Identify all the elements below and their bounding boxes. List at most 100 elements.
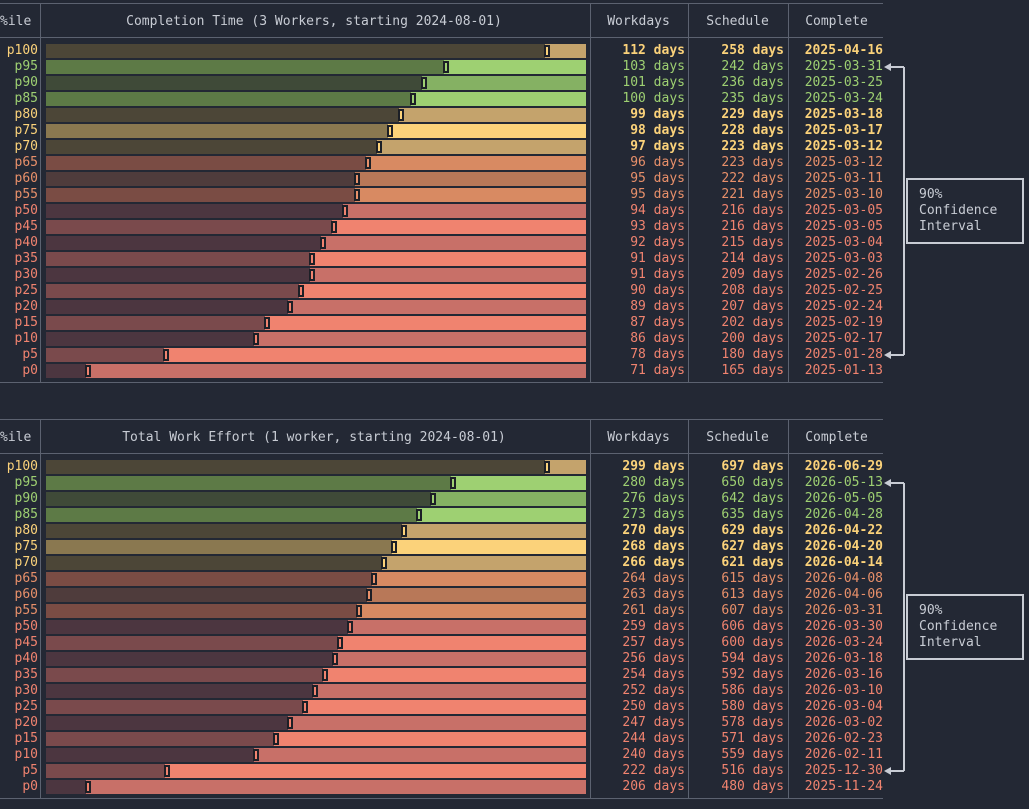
workdays-value: 96 days [630, 155, 685, 170]
percentile-label: p20 [14, 299, 38, 314]
complete-date: 2025-03-03 [804, 251, 883, 266]
bar-value [46, 492, 432, 506]
percentile-label: p15 [14, 315, 38, 330]
schedule-value: 207 days [721, 299, 784, 314]
col-header-complete: Complete [805, 14, 868, 29]
bar-marker [544, 45, 550, 57]
percentile-label: p40 [14, 651, 38, 666]
schedule-value: 216 days [721, 219, 784, 234]
workdays-value: 257 days [622, 635, 685, 650]
bar-marker [400, 525, 407, 537]
bar-marker [336, 637, 343, 649]
bar-value [46, 716, 289, 730]
schedule-value: 209 days [721, 267, 784, 282]
percentile-label: p70 [14, 139, 38, 154]
workdays-value: 254 days [622, 667, 685, 682]
schedule-value: 165 days [721, 363, 784, 378]
percentile-label: p50 [14, 203, 38, 218]
schedule-value: 516 days [721, 763, 784, 778]
percentile-label: p80 [14, 523, 38, 538]
workdays-value: 240 days [622, 747, 685, 762]
complete-date: 2025-12-30 [804, 763, 883, 778]
complete-date: 2025-01-13 [804, 363, 883, 378]
workdays-value: 252 days [622, 683, 685, 698]
percentile-label: p5 [22, 763, 38, 778]
complete-date: 2026-03-18 [804, 651, 883, 666]
bar-value [46, 332, 254, 346]
schedule-value: 613 days [721, 587, 784, 602]
complete-date: 2025-03-04 [804, 235, 883, 250]
workdays-value: 259 days [622, 619, 685, 634]
percentile-label: p0 [22, 363, 38, 378]
percentile-label: p75 [14, 123, 38, 138]
divider-horizontal [0, 453, 883, 454]
percentile-label: p30 [14, 683, 38, 698]
percentile-label: p10 [14, 331, 38, 346]
bar-value [46, 124, 389, 138]
chart-panel-1: %ile Completion Time (3 Workers, starting… [0, 3, 1029, 393]
bar-marker [272, 733, 279, 745]
bar-marker [331, 221, 338, 233]
percentile-label: p55 [14, 187, 38, 202]
workdays-value: 101 days [622, 75, 685, 90]
complete-date: 2026-04-28 [804, 507, 883, 522]
schedule-value: 621 days [721, 555, 784, 570]
percentile-label: p25 [14, 283, 38, 298]
percentile-label: p35 [14, 667, 38, 682]
schedule-value: 216 days [721, 203, 784, 218]
complete-date: 2025-02-17 [804, 331, 883, 346]
workdays-value: 244 days [622, 731, 685, 746]
schedule-value: 615 days [721, 571, 784, 586]
percentile-label: p90 [14, 75, 38, 90]
percentile-label: p65 [14, 571, 38, 586]
complete-date: 2026-04-08 [804, 571, 883, 586]
workdays-value: 222 days [622, 763, 685, 778]
workdays-value: 100 days [622, 91, 685, 106]
bar-marker [308, 269, 315, 281]
complete-date: 2026-03-04 [804, 699, 883, 714]
percentile-label: p5 [22, 347, 38, 362]
percentile-label: p40 [14, 235, 38, 250]
col-header-workdays: Workdays [607, 430, 670, 445]
bar-value [46, 268, 310, 282]
bar-value [46, 76, 422, 90]
bar-value [46, 140, 378, 154]
percentile-label: p10 [14, 747, 38, 762]
workdays-value: 247 days [622, 715, 685, 730]
workdays-value: 266 days [622, 555, 685, 570]
bar-value [46, 316, 266, 330]
bar-value [46, 652, 333, 666]
percentile-label: p75 [14, 539, 38, 554]
bar-marker [398, 109, 405, 121]
complete-date: 2026-04-14 [804, 555, 883, 570]
percentile-label: p20 [14, 715, 38, 730]
schedule-value: 571 days [721, 731, 784, 746]
bar-marker [356, 605, 363, 617]
bar-marker [286, 301, 293, 313]
bar-value [46, 588, 368, 602]
divider-vertical [688, 3, 689, 383]
bar-marker [287, 717, 294, 729]
bar-marker [430, 493, 437, 505]
complete-date: 2025-03-11 [804, 171, 883, 186]
bar-value [46, 684, 314, 698]
complete-date: 2025-03-24 [804, 91, 883, 106]
divider-vertical [40, 419, 41, 799]
workdays-value: 91 days [630, 267, 685, 282]
schedule-value: 223 days [721, 139, 784, 154]
schedule-value: 635 days [721, 507, 784, 522]
schedule-value: 559 days [721, 747, 784, 762]
bar-value [46, 204, 344, 218]
confidence-interval-label: 90% Confidence Interval [906, 594, 1024, 660]
chart-panel-2: %ile Total Work Effort (1 worker, startin… [0, 419, 1029, 809]
percentile-label: p45 [14, 219, 38, 234]
schedule-value: 202 days [721, 315, 784, 330]
bar-value [46, 284, 299, 298]
percentile-label: p55 [14, 603, 38, 618]
schedule-value: 214 days [721, 251, 784, 266]
workdays-value: 264 days [622, 571, 685, 586]
schedule-value: 235 days [721, 91, 784, 106]
bar-marker [342, 205, 349, 217]
complete-date: 2026-04-20 [804, 539, 883, 554]
complete-date: 2026-03-24 [804, 635, 883, 650]
